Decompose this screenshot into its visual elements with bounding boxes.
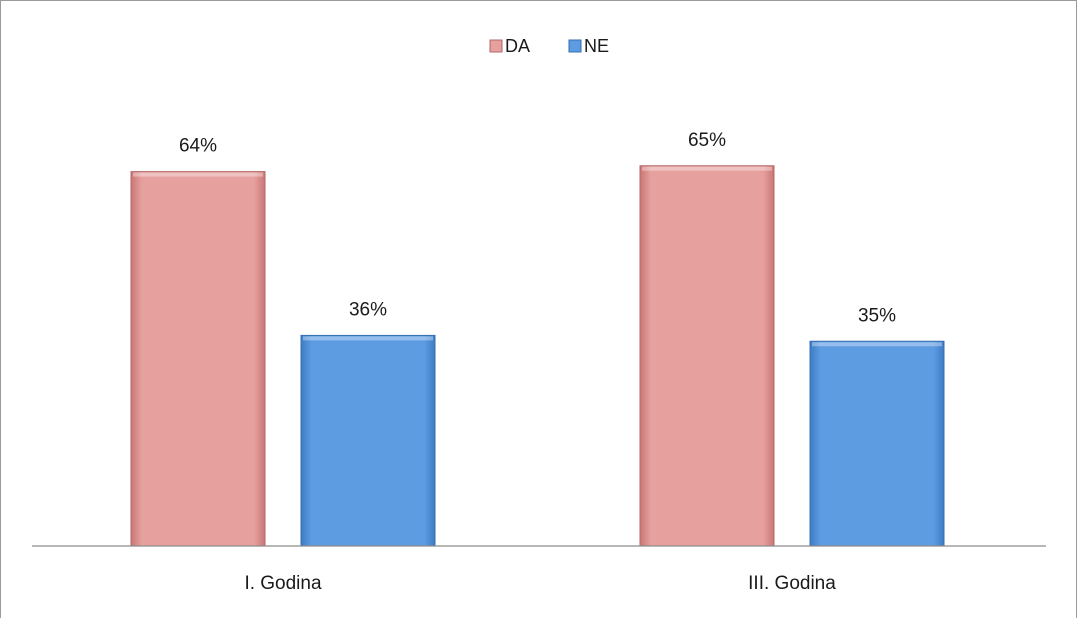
bar-highlight	[303, 336, 433, 341]
bar-highlight	[133, 172, 263, 177]
x-tick-labels: I. Godina III. Godina	[244, 573, 836, 594]
legend: DA NE	[489, 36, 609, 56]
bar-da-2	[639, 165, 775, 547]
bar-da-1	[130, 171, 266, 547]
data-label-ne-2: 35%	[858, 305, 896, 326]
bar-highlight	[812, 342, 942, 347]
x-tick-label-1: I. Godina	[244, 573, 322, 594]
data-label-da-2: 65%	[688, 130, 726, 151]
data-label-da-1: 64%	[179, 136, 217, 157]
labels-group: 64% 65% 36% 35%	[179, 130, 896, 327]
legend-swatch-da	[489, 39, 503, 53]
bar-ne-2	[809, 340, 945, 547]
bar-ne-1	[300, 334, 436, 547]
x-tick-label-2: III. Godina	[748, 573, 836, 594]
bar-highlight	[642, 166, 772, 171]
data-label-ne-1: 36%	[349, 299, 387, 320]
legend-label-ne: NE	[584, 36, 609, 56]
legend-swatch-ne	[568, 39, 582, 53]
bars-group	[130, 165, 945, 547]
legend-label-da: DA	[505, 36, 530, 56]
